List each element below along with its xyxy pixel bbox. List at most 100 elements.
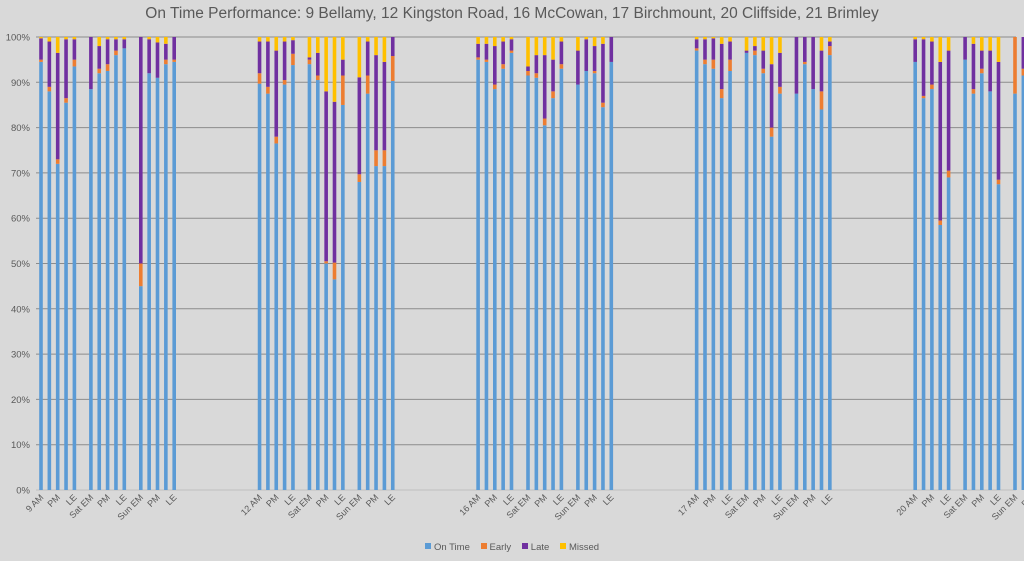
bar-segment-early — [307, 59, 312, 65]
bar-segment-early — [97, 68, 102, 74]
bar-segment-missed — [778, 37, 782, 53]
x-tick-label: PM — [364, 492, 381, 509]
bar-segment-early — [971, 89, 976, 94]
bar-segment-late — [534, 55, 539, 74]
bar-segment-early — [526, 70, 530, 76]
bar-segment-on-time — [584, 70, 589, 490]
bar-segment-early — [938, 220, 943, 225]
bar-segment-on-time — [484, 61, 489, 490]
x-tick-label: 17 AM — [676, 492, 701, 517]
bar-segment-late — [266, 41, 270, 87]
bar-segment-on-time — [980, 73, 984, 491]
bar-segment-missed — [316, 37, 320, 53]
bar-segment-on-time — [155, 77, 160, 491]
bar-segment-on-time — [551, 98, 555, 490]
bar-segment-on-time — [341, 104, 345, 490]
bar-segment-late — [357, 77, 362, 175]
bar-segment-on-time — [719, 98, 724, 490]
bar-segment-missed — [703, 37, 707, 40]
legend-item-late[interactable]: Late — [521, 542, 550, 553]
legend-item-early[interactable]: Early — [480, 542, 511, 553]
bar-segment-early — [592, 70, 597, 74]
legend-label-late: Late — [530, 542, 550, 553]
x-tick-label: LE — [164, 492, 179, 507]
bar-segment-early — [996, 179, 1001, 185]
x-tick-label: LE — [601, 492, 616, 507]
bar-segment-missed — [559, 37, 564, 42]
bar-segment-early — [105, 64, 110, 71]
bar-segment-late — [147, 39, 151, 74]
bar-segment-late — [946, 50, 951, 171]
x-tick-label: PM — [701, 492, 718, 509]
bar-segment-on-time — [753, 55, 757, 491]
bar-segment-early — [559, 64, 564, 69]
bar-segment-early — [274, 136, 279, 144]
bar-segment-early — [139, 263, 143, 287]
bar-segment-early — [728, 59, 732, 71]
y-tick-label: 80% — [11, 123, 31, 134]
bar-segment-missed — [122, 37, 127, 40]
bar-segment-missed — [64, 37, 68, 40]
x-tick-label: PM — [95, 492, 112, 509]
bar-segment-late — [803, 37, 807, 62]
x-tick-label: PM — [751, 492, 768, 509]
bar-segment-late — [609, 37, 614, 62]
bar-segment-on-time — [476, 59, 480, 491]
bar-segment-early — [828, 46, 832, 56]
y-tick-label: 10% — [11, 440, 31, 451]
bar-segment-late — [719, 43, 724, 90]
bar-segment-on-time — [1021, 75, 1024, 490]
bar-segment-late — [988, 50, 992, 92]
bar-segment-late — [164, 43, 168, 60]
bar-segment-on-time — [501, 68, 505, 491]
bar-segment-missed — [72, 37, 77, 40]
bar-segment-on-time — [374, 166, 378, 491]
bar-segment-missed — [930, 37, 934, 42]
bar-segment-early — [694, 48, 699, 51]
legend-item-on-time[interactable]: On Time — [424, 542, 470, 553]
bar-segment-missed — [324, 37, 328, 92]
bar-segment-early — [921, 95, 926, 99]
bar-segment-missed — [753, 37, 757, 47]
bar-segment-missed — [501, 37, 505, 42]
x-tick-label: LE — [819, 492, 834, 507]
bar-segment-late — [996, 61, 1001, 180]
bar-segment-on-time — [316, 80, 320, 490]
bar-segment-on-time — [988, 91, 992, 491]
bar-segment-on-time — [72, 66, 77, 490]
bar-segment-on-time — [728, 70, 732, 490]
bar-segment-late — [47, 41, 52, 87]
bar-segment-missed — [988, 37, 992, 51]
bar-segment-late — [493, 46, 497, 85]
bar-segment-on-time — [819, 109, 824, 490]
x-tick-label: 16 AM — [457, 492, 482, 517]
bar-segment-missed — [719, 37, 724, 44]
x-tick-label: PM — [483, 492, 500, 509]
bar-segment-late — [819, 50, 824, 92]
legend-item-missed[interactable]: Missed — [559, 542, 599, 553]
x-tick-label: LE — [382, 492, 397, 507]
bar-segment-on-time — [711, 68, 716, 491]
bar-segment-missed — [55, 37, 60, 53]
bar-segment-on-time — [609, 61, 614, 490]
x-tick-label: PM — [532, 492, 549, 509]
bar-segment-on-time — [307, 64, 312, 491]
bar-segment-on-time — [803, 64, 807, 491]
bar-segment-late — [526, 66, 530, 71]
y-tick-label: 100% — [6, 33, 31, 44]
bar-segment-on-time — [390, 80, 395, 490]
bar-segment-late — [921, 39, 926, 96]
bar-segment-late — [828, 41, 832, 47]
bar-segment-missed — [576, 37, 580, 51]
bar-segment-late — [938, 61, 943, 221]
bar-segment-late — [484, 43, 489, 60]
bar-segment-late — [694, 39, 699, 49]
bar-segment-missed — [266, 37, 270, 42]
bar-segment-early — [1021, 68, 1024, 76]
bar-segment-late — [753, 46, 757, 51]
bar-segment-early — [551, 91, 555, 99]
bar-segment-early — [761, 68, 766, 74]
bar-segment-on-time — [64, 102, 68, 490]
bar-segment-on-time — [769, 136, 774, 490]
bar-segment-early — [357, 174, 362, 182]
